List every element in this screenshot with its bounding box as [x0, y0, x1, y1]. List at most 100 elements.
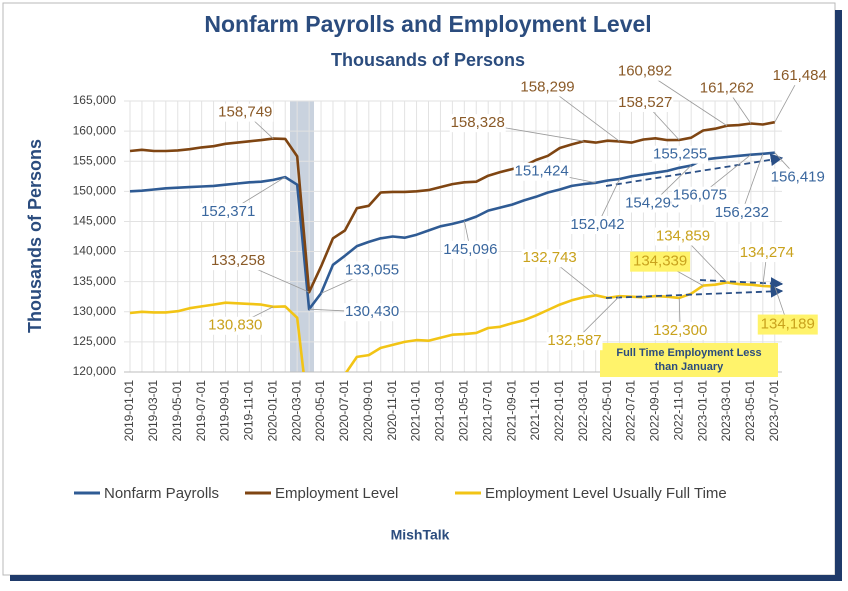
label-bg [617, 93, 674, 112]
x-tick-label: 2022-11-01 [671, 380, 685, 441]
x-tick-label: 2022-07-01 [624, 380, 638, 442]
x-tick-label: 2020-03-01 [289, 380, 303, 442]
label-bg [652, 321, 709, 340]
data-label: 155,255 [653, 146, 707, 163]
label-bg [344, 261, 401, 280]
x-tick-label: 2022-01-01 [552, 380, 566, 442]
label-bg [698, 79, 755, 98]
label-bg [210, 252, 267, 271]
series-line [129, 120, 776, 294]
data-label: 130,430 [345, 303, 399, 320]
frame-shadow [835, 10, 842, 580]
data-label: 152,042 [570, 216, 624, 233]
data-label: 133,258 [211, 252, 265, 269]
label-bg [769, 168, 826, 187]
label-bg [513, 162, 570, 181]
data-label: 132,300 [653, 322, 707, 339]
data-label: 145,096 [443, 241, 497, 258]
x-tick-label: 2020-01-01 [265, 380, 279, 442]
data-label: 158,749 [218, 104, 272, 121]
x-tick-label: 2020-05-01 [313, 380, 327, 442]
data-labels: 152,371 130,430 133,055 145,096 151,424 152,0… [200, 62, 828, 351]
data-label: 132,587 [547, 332, 601, 349]
y-tick-label: 165,000 [73, 93, 117, 107]
chart-subtitle: Thousands of Persons [331, 50, 525, 70]
legend-label: Employment Level Usually Full Time [485, 485, 727, 502]
x-tick-label: 2019-05-01 [170, 380, 184, 442]
data-label: 152,371 [201, 203, 255, 220]
label-bg [617, 62, 673, 81]
label-bg [344, 303, 401, 322]
x-tick-label: 2021-03-01 [433, 380, 447, 442]
data-label: 132,743 [523, 249, 577, 266]
x-tick-label: 2023-07-01 [767, 380, 781, 442]
y-tick-label: 120,000 [73, 364, 117, 378]
x-tick-label: 2023-01-01 [695, 380, 709, 442]
data-label: 134,339 [633, 253, 687, 270]
data-label: 134,189 [761, 316, 815, 333]
data-label: 156,075 [673, 187, 727, 204]
data-label: 161,262 [700, 79, 754, 96]
y-tick-label: 130,000 [73, 304, 117, 318]
series-line [129, 281, 775, 372]
x-tick-label: 2021-09-01 [504, 380, 518, 442]
label-bg [624, 194, 681, 213]
data-label: 151,424 [515, 163, 569, 180]
frame-shadow [10, 575, 842, 581]
x-tick-label: 2021-01-01 [409, 380, 423, 442]
x-tick-label: 2020-11-01 [385, 380, 399, 441]
trend-arrow [699, 277, 784, 290]
x-tick-label: 2022-03-01 [576, 380, 590, 442]
data-label: 158,527 [618, 94, 672, 111]
label-bg [200, 203, 257, 222]
series-line [129, 151, 775, 311]
label-bg [569, 216, 626, 235]
note: than January [655, 361, 724, 373]
x-tick-label: 2023-05-01 [743, 380, 757, 442]
label-bg [521, 249, 578, 268]
legend-label: Employment Level [275, 485, 398, 502]
x-tick-label: 2023-03-01 [719, 380, 733, 442]
note: Full Time Employment Less [616, 347, 761, 359]
y-tick-label: 155,000 [73, 153, 117, 167]
data-label: 133,055 [345, 261, 399, 278]
label-bg [449, 114, 506, 133]
data-label: 130,830 [208, 317, 262, 334]
x-tick-label: 2019-03-01 [146, 380, 160, 442]
x-tick-label: 2019-07-01 [194, 380, 208, 442]
y-tick-label: 135,000 [73, 274, 117, 288]
y-tick-label: 160,000 [73, 123, 117, 137]
legend: Nonfarm Payrolls Employment Level Employme… [74, 485, 727, 502]
data-label: 160,892 [618, 63, 672, 80]
label-leader [741, 153, 764, 213]
label-bg [442, 240, 499, 259]
label-highlight [630, 251, 691, 272]
data-label: 134,859 [656, 227, 710, 244]
y-tick-label: 140,000 [73, 244, 117, 258]
x-tick-label: 2019-09-01 [218, 380, 232, 442]
x-tick-label: 2019-11-01 [242, 380, 256, 441]
x-tick-label: 2022-09-01 [648, 380, 662, 442]
y-tick-label: 125,000 [73, 334, 117, 348]
label-bg [652, 145, 709, 164]
x-tick-label: 2019-01-01 [122, 380, 136, 442]
label-bg [655, 227, 711, 246]
label-bg [207, 316, 264, 335]
label-highlight [757, 314, 818, 335]
y-tick-label: 145,000 [73, 214, 117, 228]
x-tick-label: 2021-05-01 [456, 380, 470, 442]
source-label: MishTalk [391, 527, 450, 543]
note-highlight [600, 343, 778, 377]
x-tick-label: 2021-11-01 [528, 380, 542, 441]
label-bg [519, 78, 576, 97]
y-axis-title: Thousands of Persons [25, 139, 45, 333]
y-tick-label: 150,000 [73, 184, 117, 198]
label-bg [217, 103, 274, 122]
data-label: 156,419 [771, 169, 825, 186]
data-label: 154,296 [625, 194, 679, 211]
label-bg [713, 203, 770, 222]
data-label: 161,484 [773, 67, 827, 84]
x-tick-label: 2021-07-01 [480, 380, 494, 442]
x-tick-label: 2020-07-01 [337, 380, 351, 442]
